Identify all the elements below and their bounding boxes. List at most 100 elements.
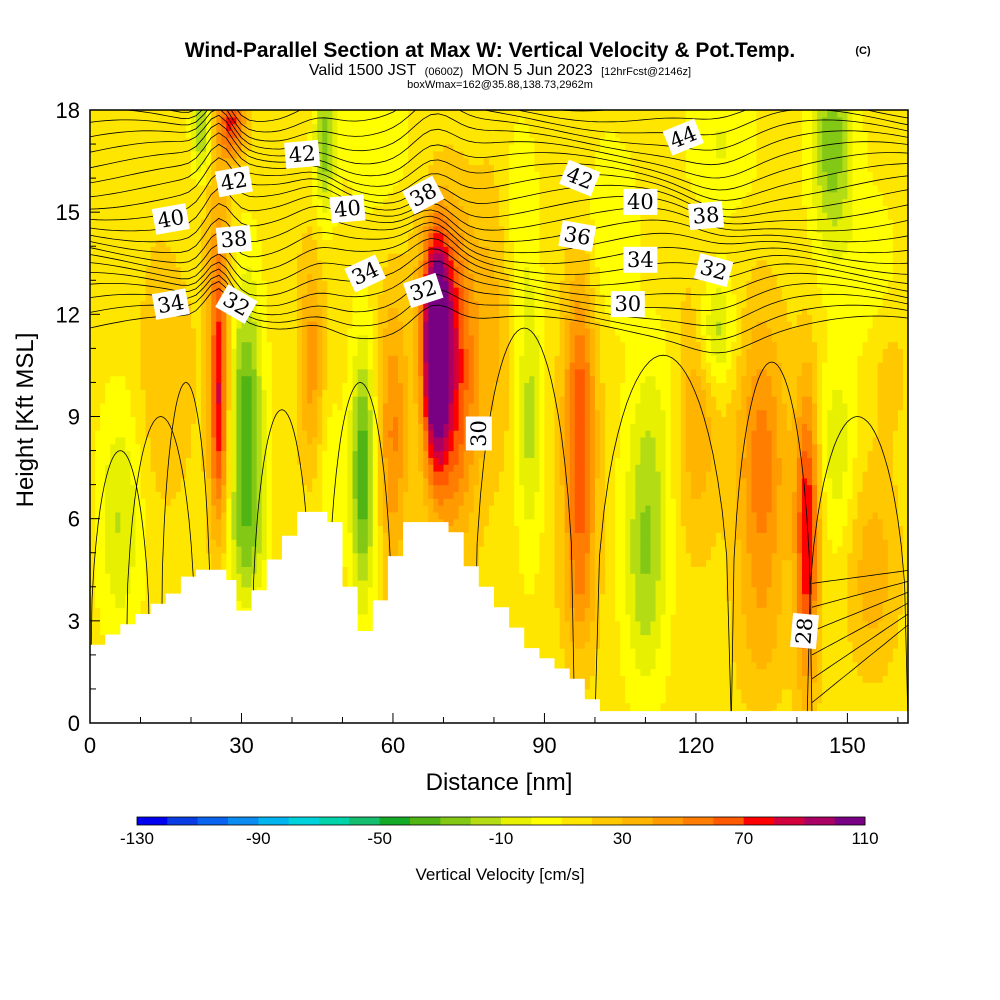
velocity-cell: [251, 579, 258, 588]
velocity-cell: [781, 552, 788, 561]
velocity-cell: [857, 525, 864, 533]
velocity-cell: [190, 559, 197, 567]
velocity-cell: [362, 545, 369, 554]
velocity-cell: [781, 688, 788, 697]
velocity-cell: [756, 648, 763, 656]
velocity-cell: [554, 600, 561, 608]
velocity-cell: [509, 566, 515, 574]
velocity-cell: [640, 545, 647, 554]
velocity-cell: [837, 641, 843, 649]
velocity-cell: [372, 593, 379, 601]
velocity-cell: [589, 552, 596, 561]
velocity-cell: [190, 525, 197, 533]
velocity-cell: [700, 539, 707, 547]
velocity-cell: [776, 545, 783, 554]
velocity-cell: [201, 545, 207, 554]
velocity-cell: [130, 573, 137, 581]
velocity-cell: [594, 566, 601, 574]
velocity-cell: [716, 532, 722, 540]
velocity-cell: [499, 573, 505, 581]
velocity-cell: [867, 661, 874, 670]
velocity-cell: [261, 511, 268, 520]
velocity-cell: [95, 518, 101, 527]
velocity-cell: [640, 566, 647, 574]
velocity-cell: [231, 518, 238, 527]
velocity-cell: [640, 525, 647, 533]
velocity-cell: [625, 573, 631, 581]
velocity-cell: [150, 566, 157, 574]
velocity-cell: [110, 552, 116, 561]
velocity-cell: [524, 518, 530, 527]
velocity-cell: [665, 661, 672, 670]
velocity-cell: [857, 654, 864, 663]
velocity-cell: [539, 539, 546, 547]
velocity-cell: [842, 525, 849, 533]
velocity-cell: [690, 654, 697, 663]
velocity-cell: [509, 525, 515, 533]
velocity-cell: [231, 573, 238, 581]
velocity-cell: [756, 661, 763, 670]
velocity-cell: [706, 532, 712, 540]
velocity-cell: [488, 579, 495, 588]
velocity-cell: [615, 634, 621, 642]
velocity-cell: [675, 668, 682, 676]
velocity-cell: [847, 688, 854, 697]
velocity-cell: [584, 593, 591, 601]
velocity-cell: [680, 573, 687, 581]
velocity-cell: [610, 525, 616, 533]
velocity-cell: [731, 511, 737, 520]
velocity-cell: [170, 539, 177, 547]
velocity-cell: [756, 552, 763, 561]
velocity-cell: [367, 532, 374, 540]
velocity-cell: [822, 675, 828, 683]
velocity-cell: [655, 579, 662, 588]
velocity-cell: [897, 586, 904, 595]
velocity-cell: [847, 573, 854, 581]
velocity-cell: [796, 579, 803, 588]
velocity-cell: [488, 511, 495, 520]
velocity-cell: [731, 668, 737, 676]
velocity-cell: [130, 586, 137, 595]
velocity-cell: [519, 511, 525, 520]
velocity-cell: [690, 525, 697, 533]
velocity-cell: [579, 552, 586, 561]
velocity-cell: [559, 511, 566, 520]
velocity-cell: [398, 525, 404, 533]
velocity-cell: [574, 648, 581, 656]
velocity-cell: [645, 573, 652, 581]
velocity-cell: [145, 518, 152, 527]
velocity-cell: [549, 641, 556, 649]
velocity-cell: [746, 668, 753, 676]
velocity-cell: [751, 675, 758, 683]
velocity-cell: [902, 654, 908, 663]
velocity-cell: [499, 559, 505, 567]
velocity-cell: [716, 579, 722, 588]
velocity-cell: [201, 511, 207, 520]
velocity-cell: [817, 579, 823, 588]
velocity-cell: [170, 532, 177, 540]
velocity-cell: [554, 539, 561, 547]
velocity-cell: [700, 586, 707, 595]
velocity-cell: [549, 559, 556, 567]
velocity-cell: [569, 511, 576, 520]
velocity-cell: [837, 566, 843, 574]
velocity-cell: [751, 688, 758, 697]
velocity-cell: [746, 525, 753, 533]
velocity-cell: [362, 552, 369, 561]
velocity-cell: [897, 566, 904, 574]
velocity-cell: [771, 620, 778, 629]
velocity-cell: [791, 600, 798, 608]
velocity-cell: [90, 532, 96, 540]
velocity-cell: [594, 573, 601, 581]
velocity-cell: [569, 648, 576, 656]
velocity-cell: [650, 525, 657, 533]
velocity-cell: [822, 593, 828, 601]
velocity-cell: [796, 573, 803, 581]
velocity-cell: [842, 675, 849, 683]
velocity-cell: [751, 586, 758, 595]
velocity-cell: [190, 518, 197, 527]
velocity-cell: [514, 539, 520, 547]
velocity-cell: [594, 525, 601, 533]
velocity-cell: [665, 668, 672, 676]
velocity-cell: [721, 668, 727, 676]
